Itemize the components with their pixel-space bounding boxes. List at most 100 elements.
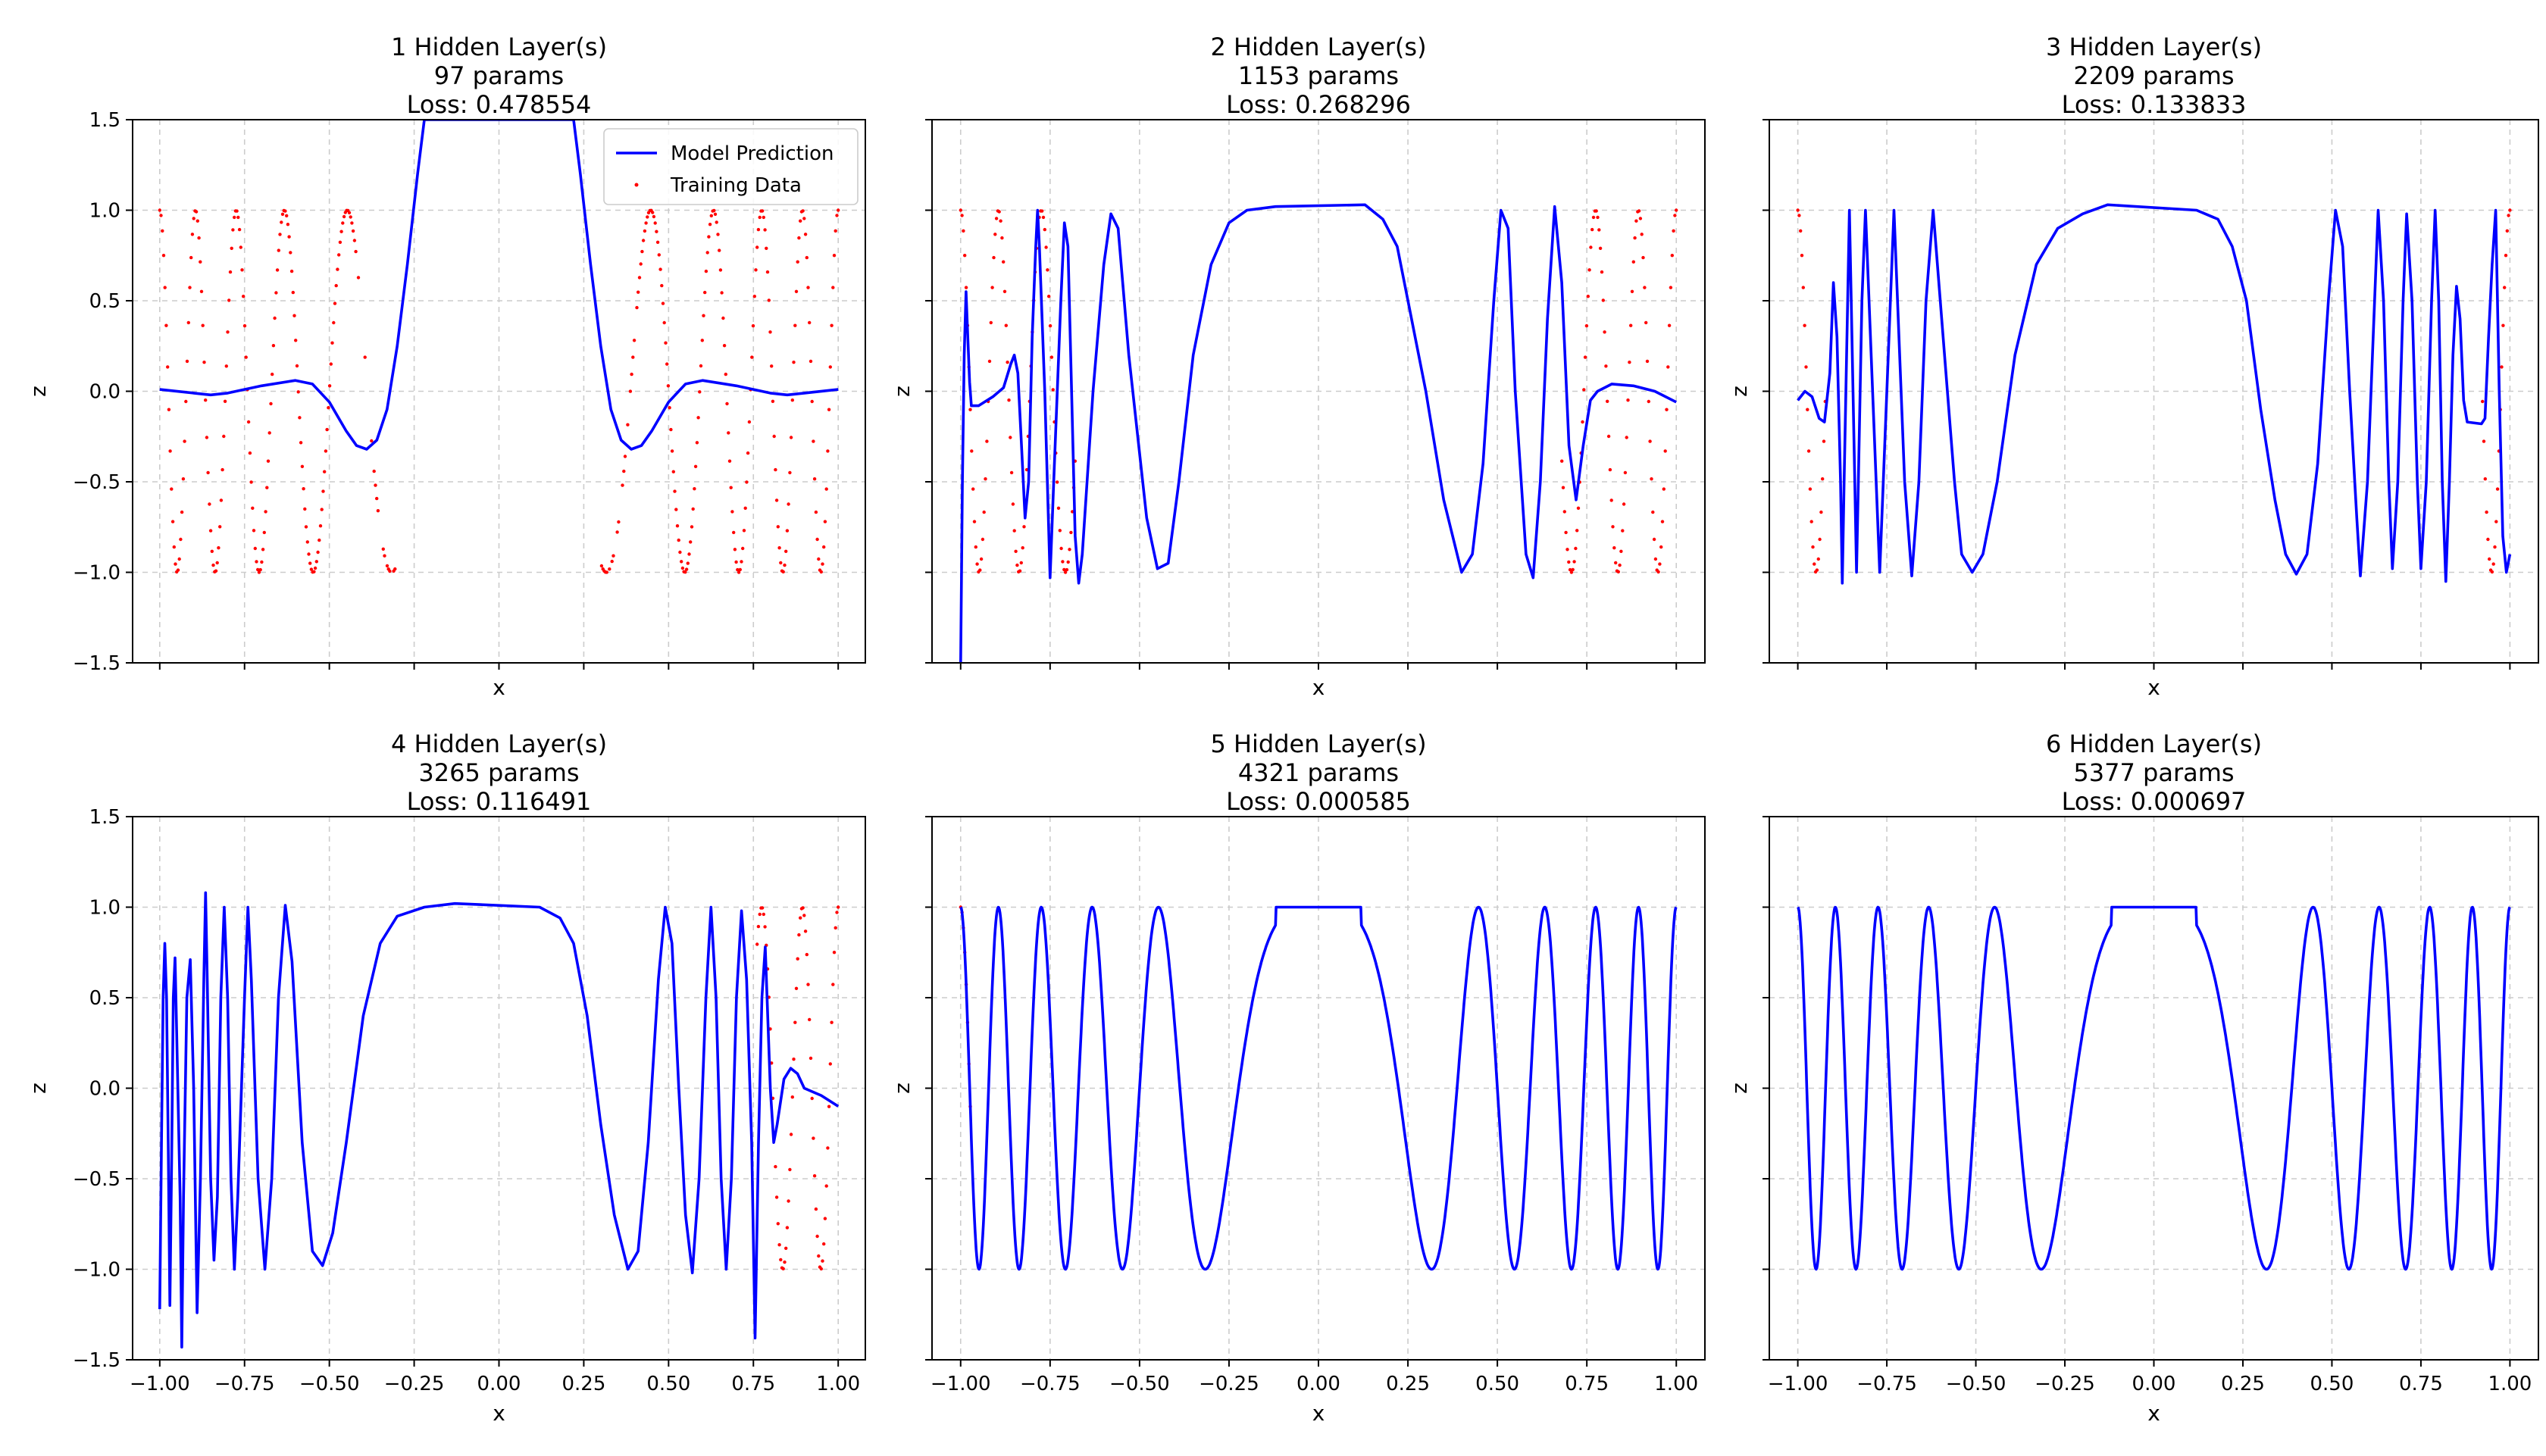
training-data-point (669, 427, 673, 432)
training-data-point (831, 286, 835, 289)
training-data-point (1594, 209, 1598, 213)
training-data-point (214, 569, 218, 573)
training-data-point (808, 320, 812, 325)
training-data-point (352, 239, 357, 242)
training-data-point (755, 245, 759, 249)
subplot-1: −1.5 −1.0 −0.5 0.0 0.5 1.0 1.5 x z 1 Hidden Layer… (26, 33, 866, 700)
legend-label-training: Training Data (670, 174, 802, 197)
training-data-point (223, 399, 227, 403)
training-data-point (237, 227, 242, 232)
training-data-point (1565, 548, 1569, 551)
training-data-point (1626, 398, 1630, 402)
training-data-point (1065, 567, 1069, 572)
training-data-point (374, 483, 377, 487)
training-data-point (170, 520, 175, 523)
training-data-point (2488, 557, 2491, 561)
training-data-point (793, 1020, 797, 1024)
training-data-point (640, 249, 644, 254)
training-data-point (267, 431, 271, 435)
training-data-point (186, 320, 190, 325)
training-data-point (994, 217, 999, 220)
training-data-point (797, 236, 801, 240)
legend-box (603, 128, 859, 205)
training-data-point (834, 229, 837, 233)
training-data-point (741, 546, 745, 551)
training-data-point (197, 236, 201, 240)
training-data-point (1652, 537, 1656, 542)
training-data-point (298, 416, 302, 420)
training-data-point (337, 253, 341, 257)
training-data-point (1600, 270, 1604, 274)
training-data-point (790, 398, 795, 402)
training-data-point (830, 323, 834, 327)
training-data-point (277, 248, 280, 252)
training-data-point (1618, 563, 1622, 567)
training-data-point (720, 291, 724, 295)
training-data-point (705, 251, 709, 255)
training-data-point (724, 372, 727, 376)
training-data-point (183, 439, 186, 443)
training-data-point (296, 390, 300, 394)
training-data-point (978, 568, 982, 572)
training-data-point (615, 530, 619, 534)
training-data-point (1608, 467, 1612, 472)
x-tick-label: 0.75 (1565, 1373, 1609, 1395)
training-data-point (796, 260, 799, 264)
training-data-point (249, 480, 253, 484)
training-data-point (802, 914, 806, 917)
training-data-point (1056, 480, 1059, 484)
training-data-point (1808, 487, 1813, 491)
training-data-point (1014, 549, 1018, 553)
training-data-point (964, 286, 968, 289)
y-tick-label: 0.0 (89, 1078, 120, 1101)
x-tick-label: −0.50 (299, 1373, 360, 1395)
training-data-point (336, 267, 339, 271)
training-data-point (959, 208, 963, 212)
subplot-title-line-1: 1 Hidden Layer(s) (391, 33, 607, 61)
training-data-point (350, 221, 354, 225)
training-data-point (981, 537, 985, 542)
x-tick-label: 0.00 (477, 1373, 521, 1395)
x-tick-label: −0.50 (1109, 1373, 1170, 1395)
training-data-point (968, 408, 972, 411)
training-data-point (696, 416, 700, 420)
legend-dot-swatch (634, 183, 639, 187)
training-data-point (963, 254, 967, 258)
training-data-point (347, 211, 352, 214)
training-data-point (2500, 365, 2504, 369)
training-data-point (746, 451, 750, 455)
training-data-point (1634, 219, 1638, 223)
training-data-point (985, 439, 989, 443)
subplot-title-line-3: Loss: 0.116491 (407, 787, 592, 816)
training-data-point (751, 323, 755, 328)
training-data-point (630, 372, 633, 376)
y-tick-label: 1.0 (89, 200, 120, 223)
training-data-point (227, 298, 231, 302)
training-data-point (754, 268, 758, 272)
training-data-point (678, 550, 682, 555)
training-data-point (641, 239, 646, 242)
training-data-point (760, 209, 765, 213)
training-data-point (721, 316, 725, 320)
training-data-point (1597, 228, 1601, 232)
training-data-point (605, 570, 608, 574)
training-data-point (1068, 548, 1071, 551)
model-prediction-line (158, 891, 840, 1349)
training-data-point (1663, 449, 1667, 453)
y-axis-label: z (1727, 1083, 1752, 1094)
training-data-point (686, 561, 690, 565)
training-data-point (226, 330, 230, 334)
training-data-point (256, 567, 260, 572)
training-data-point (635, 305, 639, 310)
training-data-point (812, 477, 817, 481)
training-data-point (308, 561, 312, 565)
training-data-point (215, 561, 219, 565)
training-data-point (970, 449, 974, 453)
training-data-point (835, 911, 839, 914)
training-data-point (789, 436, 793, 439)
training-data-point (824, 487, 828, 491)
training-data-point (708, 223, 712, 227)
training-data-point (210, 549, 214, 553)
training-data-point (809, 359, 813, 364)
